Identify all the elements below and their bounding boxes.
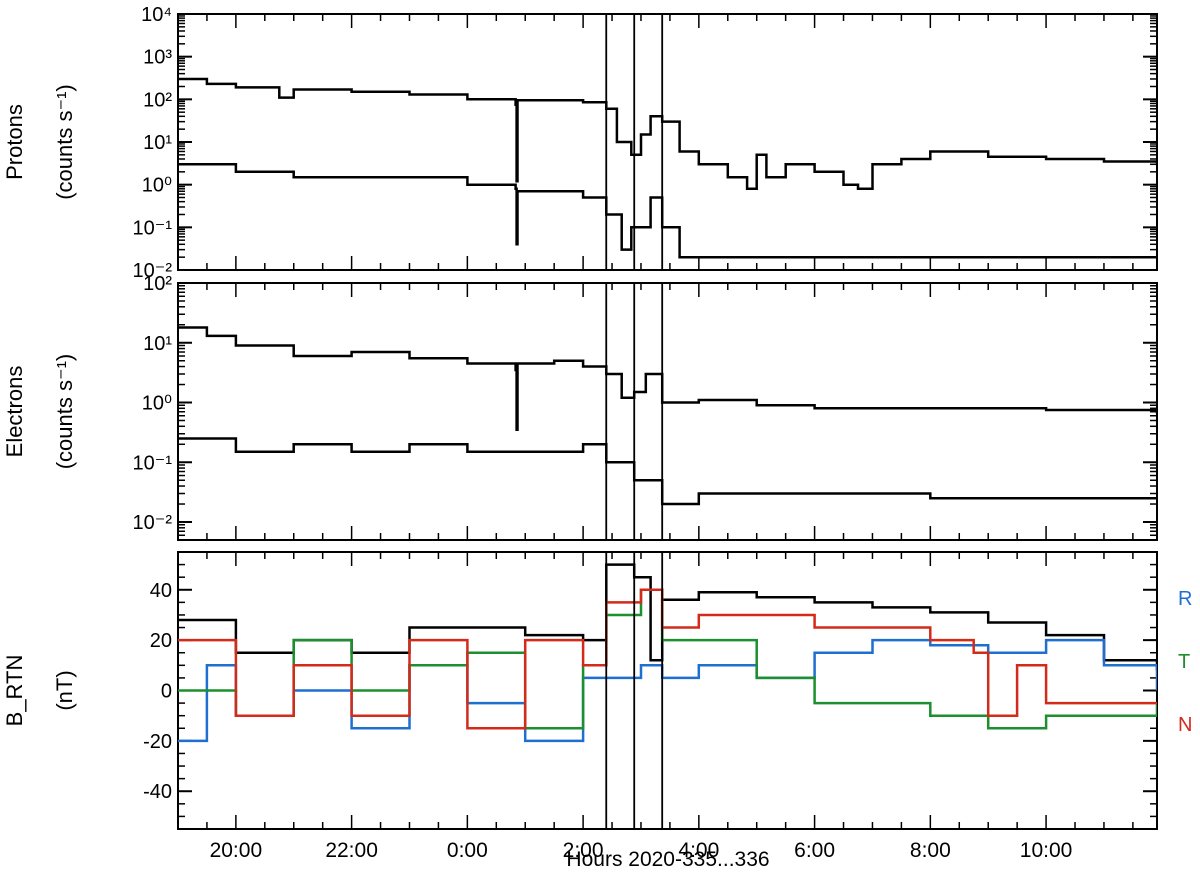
field-series-line: [178, 563, 1157, 671]
y-tick-label: 10³: [143, 47, 172, 69]
legend-label-t: T: [1178, 651, 1190, 673]
y-tick-label: -40: [143, 781, 172, 803]
y-tick-label: 10⁻¹: [133, 217, 173, 239]
y-tick-label: 10¹: [143, 132, 172, 154]
x-tick-label: 10:00: [1020, 839, 1073, 862]
field-series-line: [178, 588, 1157, 730]
protons-series-line: [178, 163, 1157, 259]
x-tick-label: 2:00: [563, 839, 604, 862]
electrons-series-line: [178, 326, 1157, 431]
field-panel: -40 -20 0 20 40 B_RTN (nT) R T N: [2, 551, 1192, 830]
protons-series-line: [178, 77, 1157, 191]
y-tick-label: 10⁻¹: [133, 452, 173, 474]
y-tick-label: 10⁰: [142, 393, 172, 415]
y-tick-label: 10²: [143, 273, 172, 295]
x-tick-label: 22:00: [325, 839, 378, 862]
protons-frame: [177, 13, 1158, 271]
electrons-panel: 10⁻² 10⁻¹ 10⁰ 10¹ 10² Electrons (counts s⁻¹): [2, 273, 1158, 541]
x-tick-label: 0:00: [447, 839, 488, 862]
electrons-frame: [177, 282, 1158, 541]
y-tick-label: 10⁴: [141, 4, 172, 26]
legend-label-r: R: [1178, 588, 1192, 610]
electrons-yunit: (counts s⁻¹): [52, 354, 77, 470]
field-ylabel: B_RTN: [2, 655, 27, 727]
x-axis-label: Hours 2020-335...336: [566, 848, 769, 871]
x-tick-label: 8:00: [910, 839, 951, 862]
y-tick-label: 10¹: [143, 333, 172, 355]
y-tick-label: 10⁻²: [133, 512, 173, 534]
y-tick-label: 10⁻²: [133, 260, 173, 282]
protons-panel: 10⁻² 10⁻¹ 10⁰ 10¹ 10² 10³ 10⁴ Protons (counts s⁻…: [2, 4, 1158, 282]
y-tick-label: -20: [143, 731, 172, 753]
y-tick-label: 10²: [143, 89, 172, 111]
y-tick-label: 40: [150, 580, 172, 602]
electrons-series-line: [178, 437, 1157, 506]
protons-yunit: (counts s⁻¹): [52, 84, 77, 200]
field-yunit: (nT): [52, 670, 77, 710]
field-series-line: [178, 638, 1157, 743]
panels-layer: 10⁻² 10⁻¹ 10⁰ 10¹ 10² 10³ 10⁴ Protons (counts s⁻…: [2, 4, 1192, 862]
y-tick-label: 0: [161, 681, 172, 703]
field-series-line: [178, 588, 1157, 730]
electrons-ylabel: Electrons: [2, 366, 27, 458]
y-tick-label: 10⁰: [142, 175, 172, 197]
x-tick-label: 4:00: [678, 839, 719, 862]
x-tick-label: 20:00: [210, 839, 263, 862]
protons-ylabel: Protons: [2, 104, 27, 180]
x-tick-label: 6:00: [794, 839, 835, 862]
legend-label-n: N: [1178, 714, 1192, 736]
y-tick-label: 20: [150, 630, 172, 652]
